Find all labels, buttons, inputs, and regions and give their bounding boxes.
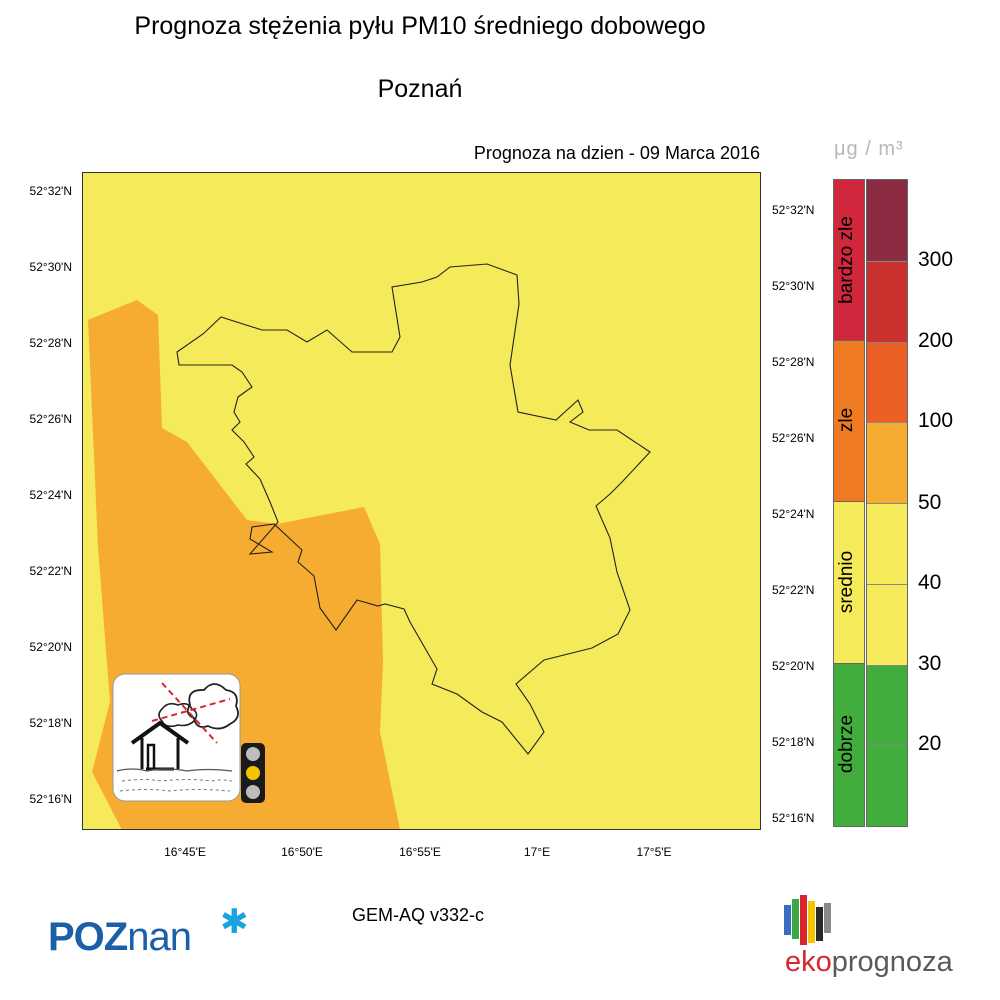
unit-label: μg / m³ <box>834 138 904 160</box>
lat-tick-right: 52°16'N <box>772 811 815 825</box>
lat-tick-left: 52°30'N <box>29 260 72 274</box>
legend-tick: 200 <box>918 329 954 352</box>
lat-tick-right: 52°22'N <box>772 583 815 597</box>
traffic-light-icon <box>241 743 265 803</box>
lon-tick: 16°55'E <box>399 845 441 859</box>
lon-tick: 17°E <box>523 845 551 859</box>
lat-tick-right: 52°30'N <box>772 279 815 293</box>
lat-tick-left: 52°16'N <box>29 792 72 806</box>
lon-tick: 16°45'E <box>164 845 206 859</box>
lat-tick-left: 52°32'N <box>29 184 72 198</box>
legend-scale-segment <box>867 260 907 342</box>
legend-scale-segment <box>867 503 907 584</box>
lat-tick-right: 52°32'N <box>772 203 815 217</box>
lon-tick: 16°50'E <box>281 845 323 859</box>
lat-tick-left: 52°22'N <box>29 564 72 578</box>
legend-category-label: srednio <box>836 550 857 614</box>
legend-tick: 20 <box>918 732 942 755</box>
legend-tick: 50 <box>918 491 942 514</box>
lat-tick-left: 52°26'N <box>29 412 72 426</box>
legend-tick: 40 <box>918 571 942 594</box>
legend-category-label: zle <box>836 407 857 433</box>
legend-scale-segment <box>867 583 907 665</box>
legend-scale-segment <box>867 664 907 746</box>
forecast-date-label: Prognoza na dzien - 09 Marca 2016 <box>473 143 760 163</box>
poznan-city-boundary <box>176 263 651 755</box>
poznan-logo: POZnan <box>48 915 192 959</box>
legend-tick: 300 <box>918 248 954 271</box>
ekoprognoza-bars-icon <box>784 895 831 945</box>
legend-category-medium <box>833 501 865 665</box>
smog-house-icon <box>112 673 241 802</box>
ekoprognoza-logo: ekoprognoza <box>785 946 953 978</box>
poznan-star-icon: ✱ <box>220 903 249 941</box>
lat-tick-left: 52°24'N <box>29 488 72 502</box>
legend-scale-segment <box>867 422 907 503</box>
legend-category-bad <box>833 340 865 503</box>
lat-tick-left: 52°20'N <box>29 640 72 654</box>
legend-tick: 100 <box>918 409 954 432</box>
legend-tick: 30 <box>918 652 942 675</box>
legend-category-label: dobrze <box>836 714 857 774</box>
legend-scale-segment <box>867 745 907 826</box>
chart-subtitle: Poznań <box>377 75 463 103</box>
lat-tick-right: 52°18'N <box>772 735 815 749</box>
lat-tick-right: 52°28'N <box>772 355 815 369</box>
model-label: GEM-AQ v332-c <box>352 905 485 925</box>
map-frame <box>82 172 761 830</box>
legend-category-good <box>833 663 865 827</box>
lat-tick-left: 52°18'N <box>29 716 72 730</box>
legend-scale-segment <box>867 180 907 261</box>
lon-tick: 17°5'E <box>636 845 672 859</box>
legend-scale-bar <box>866 179 908 827</box>
lat-tick-right: 52°20'N <box>772 659 815 673</box>
legend-category-label: bardzo zle <box>836 216 857 304</box>
legend-scale-segment <box>867 341 907 423</box>
lat-tick-left: 52°28'N <box>29 336 72 350</box>
chart-title: Prognoza stężenia pyłu PM10 średniego do… <box>134 12 706 40</box>
lat-tick-right: 52°24'N <box>772 507 815 521</box>
lat-tick-right: 52°26'N <box>772 431 815 445</box>
